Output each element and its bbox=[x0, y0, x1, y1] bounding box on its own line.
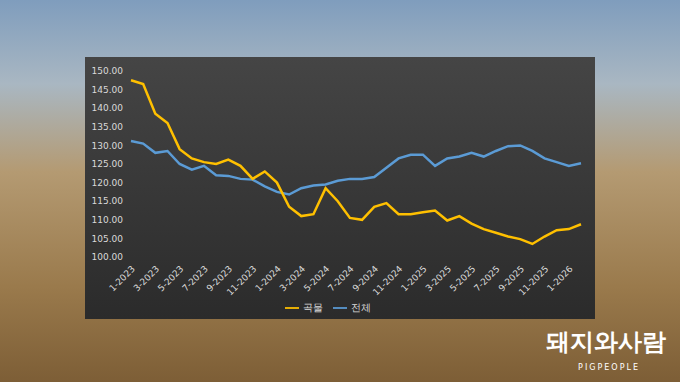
svg-text:130.00: 130.00 bbox=[92, 141, 124, 151]
svg-text:5-2025: 5-2025 bbox=[448, 264, 478, 294]
svg-text:9-2025: 9-2025 bbox=[496, 263, 527, 294]
svg-text:105.00: 105.00 bbox=[92, 234, 124, 244]
svg-text:140.00: 140.00 bbox=[92, 103, 124, 113]
svg-text:11-2024: 11-2024 bbox=[371, 264, 405, 298]
html-text:곡물: 곡물 bbox=[303, 302, 323, 313]
svg-text:11-2025: 11-2025 bbox=[517, 264, 551, 298]
svg-text:110.00: 110.00 bbox=[92, 215, 124, 225]
html-text:돼지와사람: 돼지와사람 bbox=[546, 328, 666, 356]
svg-text:3-2025: 3-2025 bbox=[424, 264, 454, 294]
svg-text:115.00: 115.00 bbox=[92, 196, 124, 206]
svg-text:1-2024: 1-2024 bbox=[253, 264, 283, 294]
svg-text:1-2023: 1-2023 bbox=[107, 264, 137, 294]
svg-text:120.00: 120.00 bbox=[92, 178, 124, 188]
svg-text:5-2024: 5-2024 bbox=[302, 264, 332, 294]
svg-text:3-2023: 3-2023 bbox=[132, 264, 162, 294]
svg-text:1-2026: 1-2026 bbox=[545, 264, 575, 294]
svg-text:9-2023: 9-2023 bbox=[204, 263, 235, 294]
svg-text:3-2024: 3-2024 bbox=[278, 264, 308, 294]
svg-text:150.00: 150.00 bbox=[92, 66, 124, 76]
svg-text:7-2023: 7-2023 bbox=[180, 264, 210, 294]
svg-text:5-2023: 5-2023 bbox=[156, 264, 186, 294]
svg-text:7-2024: 7-2024 bbox=[326, 264, 356, 294]
html-text:PIGPEOPLE: PIGPEOPLE bbox=[578, 363, 640, 372]
svg-text:7-2025: 7-2025 bbox=[472, 264, 502, 294]
html-text:전체: 전체 bbox=[351, 302, 371, 313]
svg-text:135.00: 135.00 bbox=[92, 122, 124, 132]
svg-text:11-2023: 11-2023 bbox=[225, 264, 259, 298]
svg-text:1-2025: 1-2025 bbox=[399, 264, 429, 294]
svg-text:145.00: 145.00 bbox=[92, 85, 124, 95]
svg-text:9-2024: 9-2024 bbox=[350, 263, 381, 294]
svg-text:100.00: 100.00 bbox=[92, 252, 124, 262]
svg-text:125.00: 125.00 bbox=[92, 159, 124, 169]
